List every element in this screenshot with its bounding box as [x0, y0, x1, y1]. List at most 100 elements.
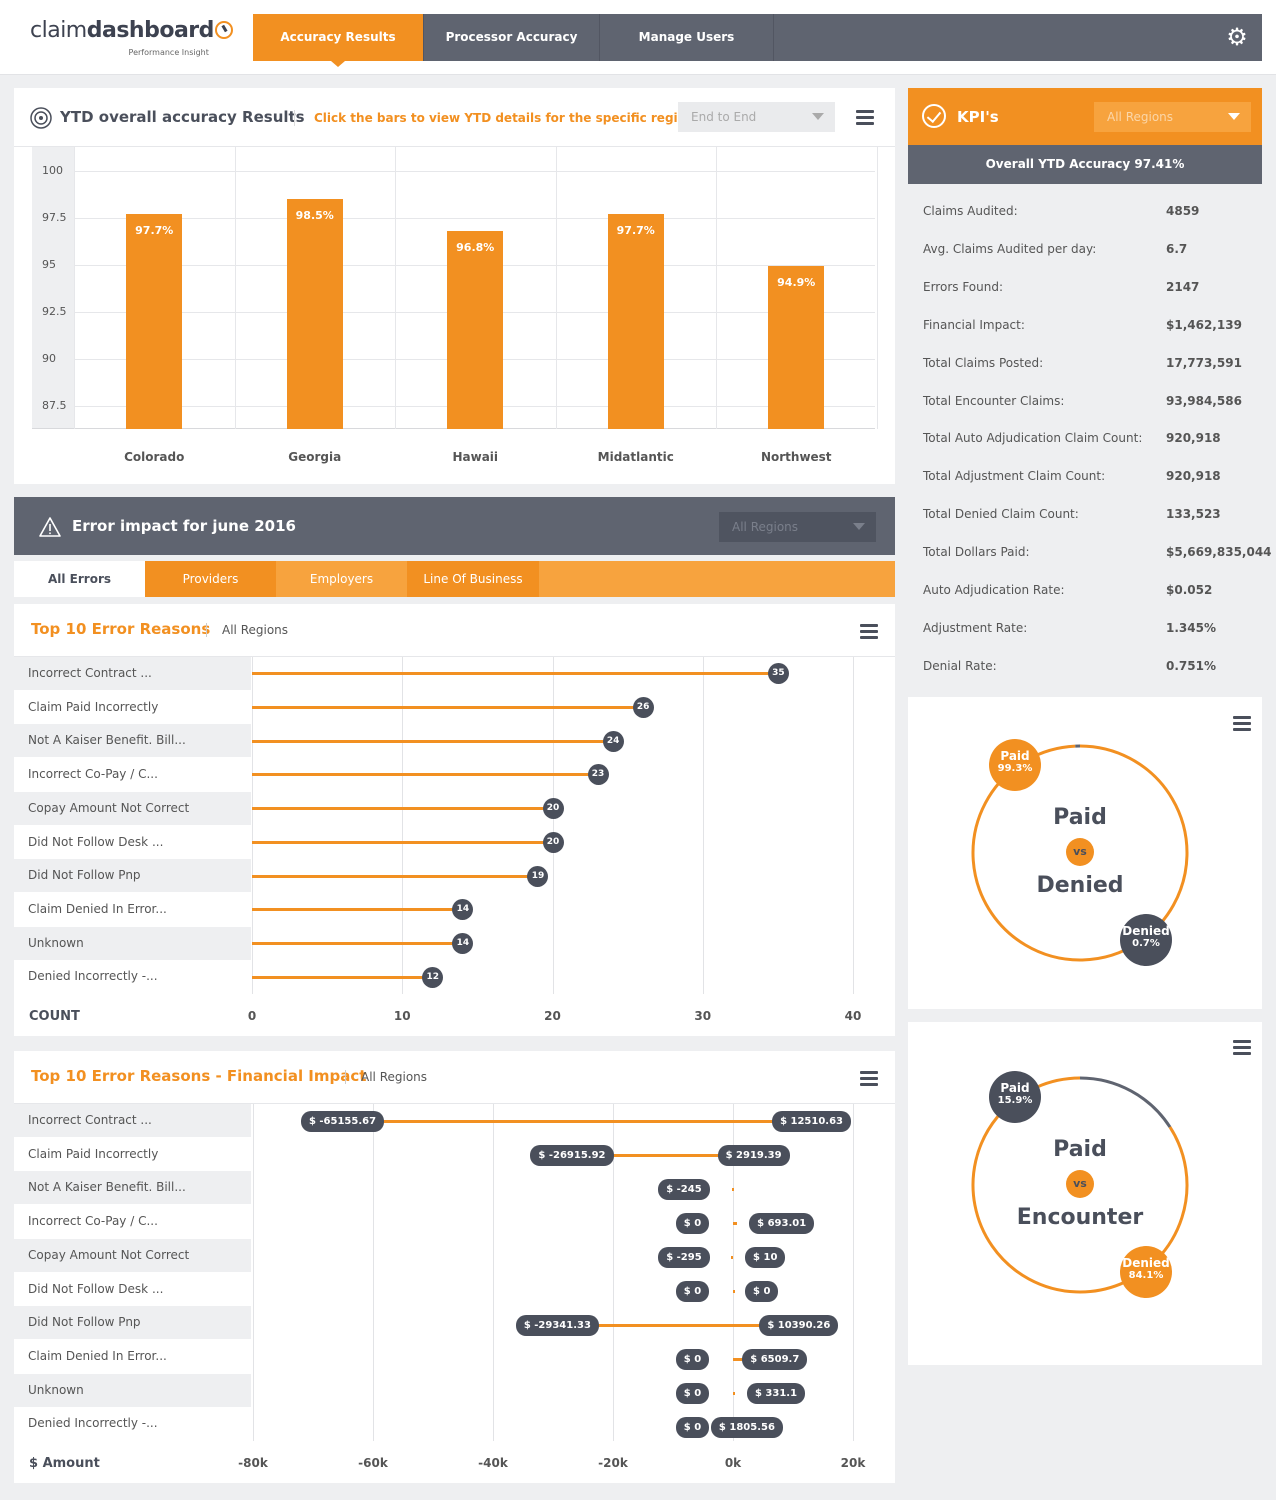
kpi-row-value: 920,918	[1166, 431, 1221, 446]
tab-line-of-business[interactable]: Line Of Business	[407, 561, 539, 597]
ytd-grid-vertical	[395, 147, 396, 429]
kpi-row-value: 1.345%	[1166, 620, 1216, 635]
ytd-bar-colorado[interactable]	[126, 213, 183, 429]
top10fin-low-pill[interactable]: $ -245	[658, 1178, 710, 1200]
ytd-bar-northwest[interactable]	[768, 266, 825, 429]
top10-grid-vertical	[853, 657, 854, 994]
top10-row-label: Copay Amount Not Correct	[14, 791, 251, 825]
kpi-header: KPI's All Regions	[908, 88, 1262, 145]
error-impact-region-dropdown[interactable]: All Regions	[719, 512, 876, 542]
app-header: claimdashboard Performance Insight Accur…	[0, 0, 1276, 75]
top10fin-range-line[interactable]	[342, 1119, 809, 1123]
top10-lollipop-value[interactable]: 14	[452, 899, 474, 921]
top10-lollipop-stem[interactable]	[252, 807, 553, 811]
ytd-ytick-label: 92.5	[42, 304, 67, 318]
ytd-divider	[14, 146, 895, 147]
top10-lollipop-value[interactable]: 24	[602, 730, 624, 752]
top10-lollipop-stem[interactable]	[252, 773, 598, 777]
top10-lollipop-stem[interactable]	[252, 706, 643, 709]
top10fin-low-pill[interactable]: $ 0	[675, 1212, 710, 1234]
top10-menu-icon[interactable]	[860, 624, 878, 639]
gear-icon[interactable]: ⚙	[1226, 23, 1248, 51]
tab-employers[interactable]: Employers	[309, 572, 374, 586]
top10-lollipop-stem[interactable]	[252, 908, 463, 912]
kpi-row-value: 0.751%	[1166, 658, 1216, 673]
top10fin-low-pill[interactable]: $ -65155.67	[300, 1110, 385, 1132]
paid-vs-denied-donut[interactable]	[960, 733, 1200, 973]
top10fin-low-pill[interactable]: $ 0	[675, 1348, 710, 1370]
top10-lollipop-value[interactable]: 23	[587, 764, 609, 786]
ytd-bar-hawaii[interactable]	[447, 230, 504, 429]
top10fin-high-pill[interactable]: $ 10	[745, 1246, 786, 1268]
donut1-menu-icon[interactable]	[1233, 716, 1251, 731]
top10fin-xtick-label: -40k	[478, 1456, 508, 1470]
top10-lollipop-value[interactable]: 35	[767, 663, 789, 685]
top10fin-high-pill[interactable]: $ 2919.39	[717, 1144, 790, 1166]
top10fin-menu-icon[interactable]	[860, 1071, 878, 1086]
tab-accuracy-results[interactable]: Accuracy Results	[253, 14, 424, 67]
top10-lollipop-value[interactable]: 19	[527, 865, 549, 887]
donut1-slice-paid0[interactable]	[971, 744, 1189, 962]
top10fin-range-line[interactable]	[733, 1221, 738, 1225]
top10fin-separator	[345, 1070, 346, 1084]
top10fin-low-pill[interactable]: $ -295	[658, 1246, 710, 1268]
top10fin-range-line[interactable]	[571, 1153, 751, 1157]
top10fin-high-pill[interactable]: $ 331.1	[746, 1382, 806, 1404]
top10-xtick-label: 30	[694, 1009, 712, 1023]
top10-lollipop-value[interactable]: 14	[452, 932, 474, 954]
ytd-menu-icon[interactable]	[856, 110, 874, 125]
top10fin-low-pill[interactable]: $ 0	[675, 1280, 710, 1302]
top10fin-xtick-label: -20k	[598, 1456, 628, 1470]
top10-lollipop-stem[interactable]	[252, 739, 613, 743]
top10-lollipop-value[interactable]: 26	[632, 697, 654, 718]
top10fin-high-pill[interactable]: $ 6509.7	[742, 1348, 808, 1370]
tab-processor-accuracy[interactable]: Processor Accuracy	[424, 14, 600, 61]
top10-lollipop-value[interactable]: 20	[542, 831, 564, 853]
ytd-bar-value-label: 98.5%	[295, 208, 334, 222]
ytd-category-label: Midatlantic	[597, 450, 674, 464]
app-logo[interactable]: claimdashboard Performance Insight	[30, 18, 233, 57]
donut2-menu-icon[interactable]	[1233, 1040, 1251, 1055]
kpi-row-value: 6.7	[1166, 241, 1188, 256]
top10fin-low-pill[interactable]: $ 0	[675, 1382, 710, 1404]
donut2-slice-paid0[interactable]	[1079, 1076, 1172, 1128]
top10fin-range-line[interactable]	[733, 1391, 735, 1395]
top10-lollipop-stem[interactable]	[252, 672, 778, 676]
top10fin-xtick-label: -60k	[358, 1456, 388, 1470]
ytd-bar-midatlantic[interactable]	[607, 213, 664, 429]
kpi-region-dropdown[interactable]: All Regions	[1094, 102, 1251, 132]
ytd-title-separator	[294, 110, 295, 126]
ytd-hint: Click the bars to view YTD details for t…	[314, 111, 695, 125]
donut1-paid-name: Paid	[1000, 749, 1030, 763]
top10fin-row-label: Did Not Follow Desk ...	[28, 1281, 164, 1296]
top10fin-range-line[interactable]	[733, 1289, 735, 1293]
top10fin-range-line[interactable]	[731, 1255, 734, 1259]
ytd-grid-vertical	[234, 147, 236, 429]
ytd-filter-dropdown[interactable]: End to End	[678, 102, 835, 132]
donut1-denied-value: 0.7%	[1132, 938, 1160, 949]
warning-icon	[39, 517, 61, 537]
top10-lollipop-stem[interactable]	[252, 941, 463, 945]
tab-manage-users[interactable]: Manage Users	[600, 14, 774, 61]
top10fin-range-line[interactable]	[731, 1187, 734, 1191]
top10-lollipop-stem[interactable]	[252, 874, 538, 878]
tab-providers[interactable]: Providers	[145, 561, 276, 597]
ytd-bar-value-label: 97.7%	[616, 223, 655, 237]
top10fin-high-pill[interactable]: $ 693.01	[749, 1212, 815, 1234]
top10-lollipop-value[interactable]: 20	[542, 798, 564, 820]
kpi-row-label: Financial Impact:	[923, 317, 1025, 332]
top10fin-high-pill[interactable]: $ 1805.56	[710, 1416, 783, 1438]
top10fin-high-pill[interactable]: $ 10390.26	[759, 1314, 839, 1336]
top10-lollipop-stem[interactable]	[252, 840, 553, 844]
tab-all-errors[interactable]: All Errors	[14, 561, 145, 597]
top10-lollipop-stem[interactable]	[252, 975, 433, 979]
ytd-bar-georgia[interactable]	[286, 198, 343, 429]
top10fin-high-pill[interactable]: $ 12510.63	[772, 1110, 852, 1132]
top10fin-low-pill[interactable]: $ 0	[675, 1416, 710, 1438]
top10-lollipop-value[interactable]: 12	[422, 966, 444, 988]
top10fin-range-line[interactable]	[556, 1323, 796, 1327]
error-impact-title: Error impact for june 2016	[72, 517, 296, 535]
top10fin-low-pill[interactable]: $ -29341.33	[515, 1314, 599, 1336]
top10fin-low-pill[interactable]: $ -26915.92	[530, 1144, 614, 1166]
top10fin-high-pill[interactable]: $ 0	[745, 1280, 779, 1302]
